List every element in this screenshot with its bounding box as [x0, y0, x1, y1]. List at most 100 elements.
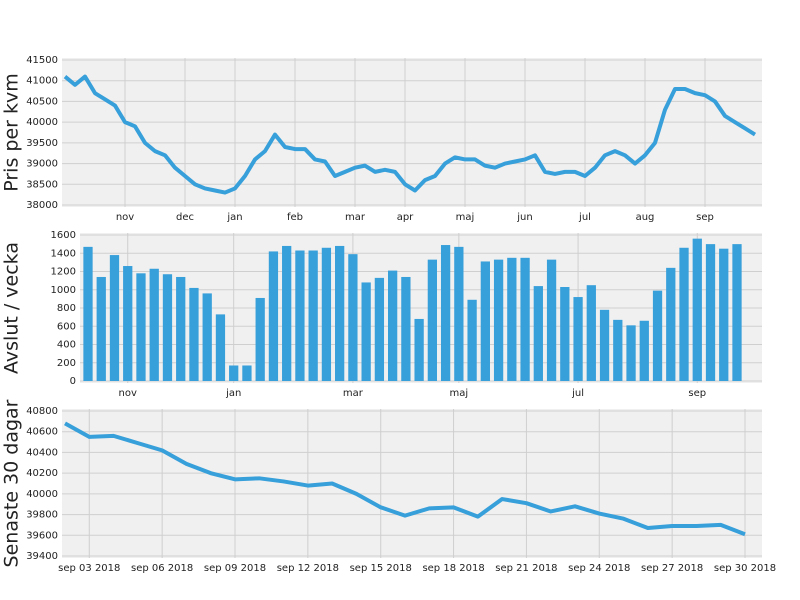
bar [109, 255, 120, 381]
x-tick-label: feb [287, 212, 303, 223]
x-tick-label: jun [516, 212, 532, 223]
bar [361, 282, 371, 381]
y-tick-label: 1400 [51, 248, 76, 259]
y-tick-label: 39800 [26, 510, 58, 521]
y-tick-label: 38500 [26, 179, 58, 190]
x-tick-label: sep 12 2018 [277, 563, 339, 574]
y-tick-label: 1200 [51, 267, 76, 278]
line [64, 421, 746, 537]
bar [83, 246, 93, 381]
x-tick-label: sep [688, 388, 706, 399]
x-tick-label: sep 18 2018 [422, 563, 484, 574]
bar [136, 273, 146, 381]
bar [573, 297, 583, 381]
bar [123, 266, 133, 381]
x-tick-label: sep 09 2018 [204, 563, 266, 574]
x-tick-label: sep 15 2018 [350, 563, 412, 574]
bar [202, 293, 212, 381]
bar [440, 245, 451, 381]
bar [613, 319, 623, 381]
bar [162, 274, 173, 381]
y-tick-label: 40000 [26, 489, 58, 500]
bar [679, 247, 689, 381]
bar [268, 251, 279, 381]
bar [626, 325, 636, 381]
bar [692, 238, 702, 381]
x-tick-label: jan [226, 212, 242, 223]
y-tick-label: 400 [57, 340, 76, 351]
bar [96, 276, 106, 381]
y-tick-label: 39400 [26, 551, 58, 562]
y-tick-label: 40200 [26, 468, 58, 479]
y-tick-label: 41500 [26, 55, 58, 66]
y-tick-label: 1000 [51, 285, 76, 296]
bar [719, 248, 729, 381]
bar [414, 318, 424, 381]
bar [652, 290, 663, 381]
x-tick-label: maj [450, 388, 469, 399]
bar [374, 277, 385, 381]
plot-background [62, 409, 762, 558]
y-tick-label: 40000 [26, 117, 58, 128]
x-tick-label: mar [343, 388, 364, 399]
x-tick-label: sep 27 2018 [641, 563, 703, 574]
bar [493, 259, 504, 381]
x-tick-label: sep 24 2018 [568, 563, 630, 574]
x-tick-label: aug [636, 212, 655, 223]
y-tick-label: 40800 [26, 406, 58, 417]
y-tick-label: 1600 [51, 230, 76, 241]
bar [321, 247, 332, 381]
bar [255, 297, 265, 381]
bar [176, 276, 186, 381]
y-tick-label: 600 [57, 321, 76, 332]
x-tick-label: sep 03 2018 [58, 563, 120, 574]
x-tick-label: sep 30 2018 [714, 563, 776, 574]
bar [467, 299, 477, 381]
x-tick-label: mar [345, 212, 366, 223]
y-tick-label: 41000 [26, 76, 58, 87]
y-tick-label: 800 [57, 303, 76, 314]
y-tick-label: 40500 [26, 96, 58, 107]
bar [427, 259, 438, 381]
x-tick-label: maj [456, 212, 475, 223]
bar [215, 314, 226, 381]
x-tick-label: apr [397, 212, 414, 223]
bar [242, 365, 252, 381]
bar [401, 276, 411, 381]
line [63, 74, 757, 195]
bar [282, 245, 292, 381]
bar [387, 270, 398, 381]
bar [454, 246, 464, 381]
bar [599, 309, 610, 381]
bar [335, 245, 345, 381]
bar [666, 267, 676, 381]
bar [639, 320, 649, 381]
bar [533, 286, 543, 381]
bar [229, 365, 239, 381]
x-tick-label: nov [116, 212, 134, 223]
bar [348, 254, 358, 381]
y-tick-label: 40600 [26, 427, 58, 438]
y-tick-label: 39600 [26, 530, 58, 541]
bar [507, 257, 517, 381]
x-tick-label: jan [225, 388, 241, 399]
x-tick-label: jul [571, 388, 584, 399]
bar [705, 244, 716, 381]
y-axis-label: Avslut / vecka [1, 242, 23, 374]
bar [732, 244, 742, 381]
y-tick-label: 39000 [26, 159, 58, 170]
y-tick-label: 200 [57, 358, 76, 369]
bar [295, 250, 305, 381]
bar [546, 259, 557, 381]
bar [520, 257, 530, 381]
bar [560, 287, 570, 381]
bar [586, 285, 596, 381]
x-tick-label: sep [696, 212, 714, 223]
y-tick-label: 39500 [26, 138, 58, 149]
y-tick-label: 40400 [26, 447, 58, 458]
bar [480, 261, 490, 381]
x-tick-label: jul [578, 212, 591, 223]
y-tick-label: 38000 [26, 200, 58, 211]
x-tick-label: nov [119, 388, 137, 399]
